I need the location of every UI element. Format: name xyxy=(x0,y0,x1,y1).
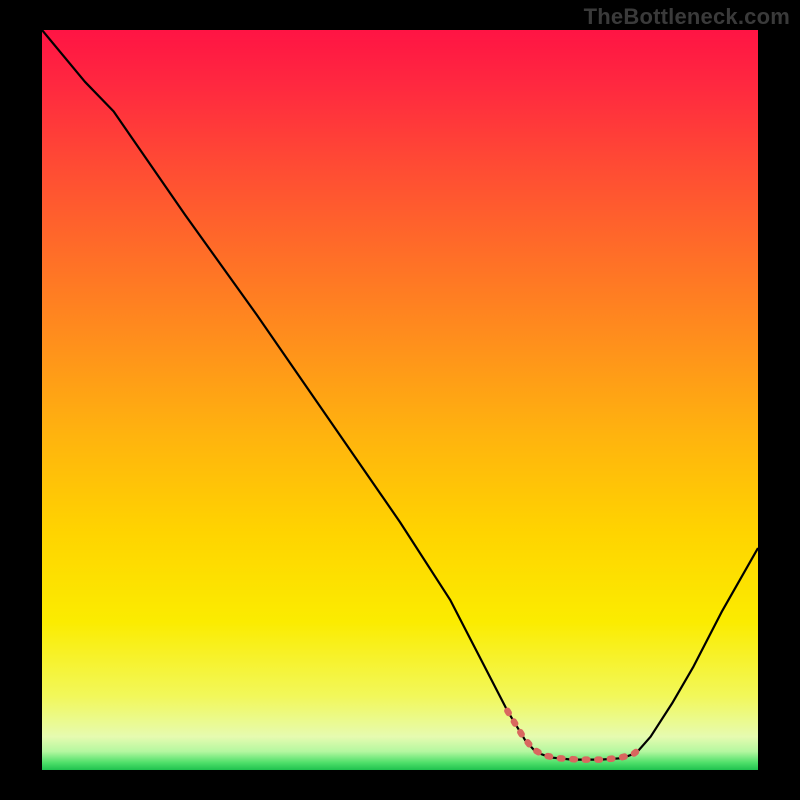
bottleneck-chart xyxy=(0,0,800,800)
chart-frame: TheBottleneck.com xyxy=(0,0,800,800)
plot-background xyxy=(42,30,758,770)
attribution-text: TheBottleneck.com xyxy=(584,4,790,30)
